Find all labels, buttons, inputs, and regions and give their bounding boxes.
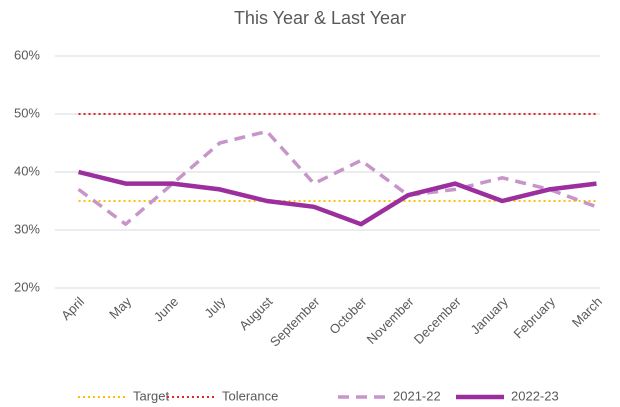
chart-title: This Year & Last Year <box>234 8 406 28</box>
series-line <box>77 129 598 226</box>
y-tick-label: 20% <box>14 279 40 294</box>
x-tick-label: November <box>364 293 417 346</box>
y-tick-label: 40% <box>14 163 40 178</box>
legend-label: Target <box>133 388 170 403</box>
legend-label: 2021-22 <box>393 388 441 403</box>
x-tick-label: July <box>201 294 228 321</box>
y-tick-label: 60% <box>14 47 40 62</box>
x-tick-label: May <box>106 294 134 322</box>
x-tick-label: March <box>569 294 605 330</box>
legend-label: 2022-23 <box>511 388 559 403</box>
x-tick-label: August <box>236 294 275 333</box>
x-tick-label: January <box>468 294 512 338</box>
legend-label: Tolerance <box>222 388 278 403</box>
y-tick-label: 30% <box>14 221 40 236</box>
x-tick-label: December <box>411 293 464 346</box>
y-tick-label: 50% <box>14 105 40 120</box>
x-tick-label: September <box>267 293 323 349</box>
x-tick-label: October <box>326 293 370 337</box>
series-line <box>78 169 597 227</box>
x-tick-label: February <box>511 294 559 342</box>
x-tick-label: April <box>58 294 87 323</box>
x-tick-label: June <box>151 294 182 325</box>
